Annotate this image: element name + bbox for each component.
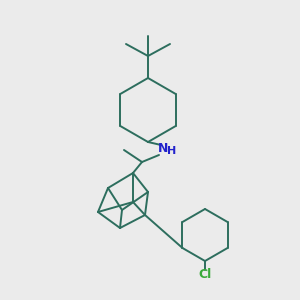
Text: Cl: Cl — [198, 268, 212, 281]
Text: N: N — [158, 142, 168, 155]
Text: H: H — [167, 146, 177, 156]
